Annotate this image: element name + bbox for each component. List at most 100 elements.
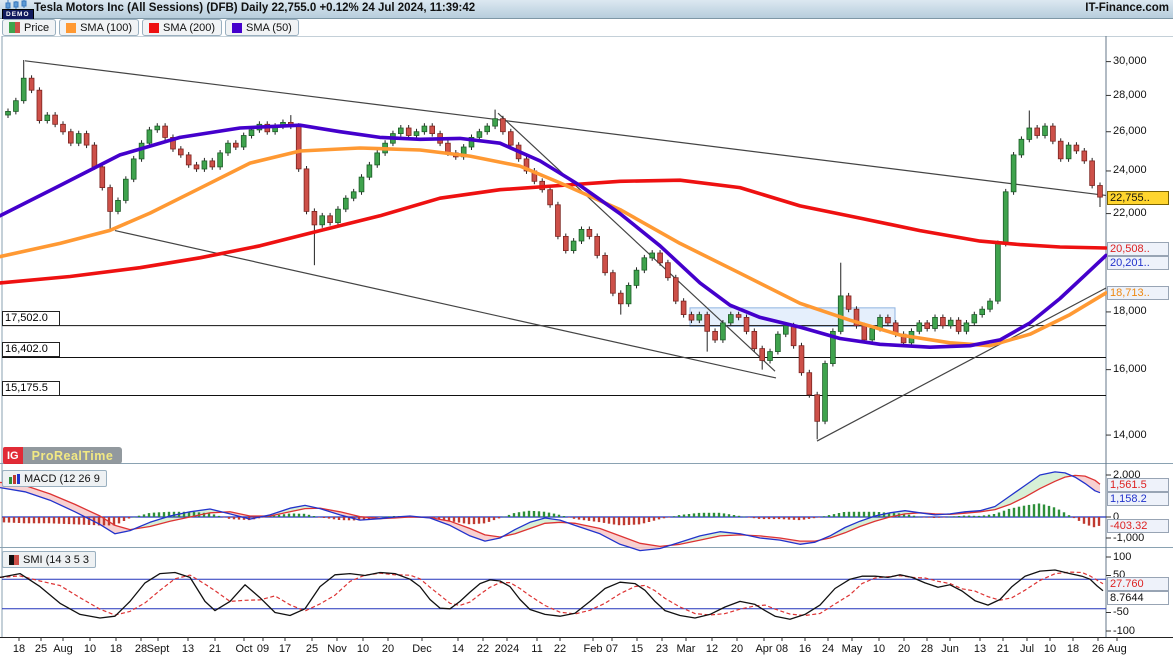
macd-value-label: 1,561.5 (1107, 477, 1169, 492)
price-axis-tick-label: 28,000 (1113, 88, 1147, 101)
macd-fill (748, 535, 820, 545)
x-axis-label: 17 (278, 643, 292, 655)
smi-axis-tick-label: 100 (1113, 550, 1132, 563)
x-axis-label: 22 (476, 643, 490, 655)
macd-value-label: 1,158.2 (1107, 491, 1169, 506)
x-axis-label: 2024 (494, 643, 520, 655)
price-axis-tick-label: 24,000 (1113, 164, 1147, 177)
x-axis-label: 10 (83, 643, 97, 655)
sma-line (0, 146, 1108, 348)
price-value-label: 18,713.. (1107, 286, 1169, 301)
price-icon (9, 22, 20, 33)
trendline (114, 229, 777, 379)
x-axis-label: 21 (996, 643, 1010, 655)
macd-signal-line (0, 474, 1101, 548)
smi-value-label: 27.760 (1107, 577, 1169, 592)
macd-axis-tick-label: 2,000 (1113, 468, 1141, 481)
x-axis-label: Oct (235, 643, 253, 655)
price-value-label: 20,201.. (1107, 255, 1169, 270)
legend-chip-sma200-label: SMA (200) (163, 21, 215, 34)
x-axis-label: Aug (53, 643, 73, 655)
x-axis-label: 13 (181, 643, 195, 655)
x-axis-label: 22 (553, 643, 567, 655)
x-axis-label: 21 (208, 643, 222, 655)
x-axis-label: 28 (134, 643, 148, 655)
candles-layer (5, 77, 1103, 422)
support-level-label-1: 16,402.0 (2, 342, 60, 358)
x-axis-label: 20 (381, 643, 395, 655)
x-axis-label: 10 (1043, 643, 1057, 655)
x-axis-label: 14 (451, 643, 465, 655)
x-axis-label: 16 (798, 643, 812, 655)
x-axis-label: 12 (705, 643, 719, 655)
price-axis-tick-label: 22,000 (1113, 207, 1147, 220)
x-axis-label: 20 (730, 643, 744, 655)
macd-indicator-chip[interactable]: MACD (12 26 9 (2, 470, 107, 487)
x-axis-label: 13 (973, 643, 987, 655)
support-level-label-0: 17,502.0 (2, 310, 60, 326)
x-axis-label: Nov (327, 643, 347, 655)
x-axis-label: 07 (605, 643, 619, 655)
legend-chip-sma50-label: SMA (50) (246, 21, 292, 34)
x-axis-label: 15 (630, 643, 644, 655)
x-axis-label: 09 (256, 643, 270, 655)
macd-fill (820, 510, 924, 541)
macd-line (0, 471, 1101, 552)
macd-indicator-label: MACD (12 26 9 (24, 472, 100, 485)
smi-axis-tick-label: -50 (1113, 606, 1129, 618)
prorealtime-logo-text: ProRealTime (22, 447, 123, 464)
trendline (24, 60, 1107, 197)
x-axis-label: 11 (531, 643, 543, 655)
price-axis-tick-label: 30,000 (1113, 55, 1147, 68)
x-axis-label: 10 (356, 643, 370, 655)
x-axis-label: 18 (109, 643, 123, 655)
x-axis-label: Mar (676, 643, 696, 655)
legend-chip-sma50[interactable]: SMA (50) (225, 19, 299, 36)
legend-row: Price SMA (100) SMA (200) SMA (50) (0, 19, 1173, 36)
trendline (816, 287, 1107, 442)
price-value-label: 20,508.. (1107, 241, 1169, 256)
smi-indicator-chip[interactable]: SMI (14 3 5 3 (2, 551, 97, 568)
chart-title: Tesla Motors Inc (All Sessions) (DFB) Da… (34, 2, 476, 14)
trendline (497, 112, 776, 372)
sma-line (0, 123, 1108, 349)
smi-indicator-label: SMI (14 3 5 3 (23, 553, 90, 566)
candle-wicks-layer (7, 60, 1101, 440)
x-axis-label: 18 (1066, 643, 1080, 655)
x-axis-label: Jul (1019, 643, 1035, 655)
x-axis-label: 20 (897, 643, 911, 655)
price-axis-tick-label: 18,000 (1113, 305, 1147, 318)
price-axis-tick-label: 26,000 (1113, 125, 1147, 138)
x-axis-label: Aug (1107, 643, 1127, 655)
x-axis-label: Jun (941, 643, 959, 655)
prorealtime-logo[interactable]: IG ProRealTime (3, 447, 123, 464)
brand-link[interactable]: IT-Finance.com (1085, 2, 1169, 14)
smi-axis-tick-label: -100 (1113, 624, 1136, 637)
sma200-swatch-icon (149, 22, 160, 33)
macd-fill (568, 522, 672, 551)
support-level-label-2: 15,175.5 (2, 380, 60, 396)
sma100-swatch-icon (66, 22, 77, 33)
smi-line (0, 569, 1104, 620)
x-axis-label: Apr (755, 643, 773, 655)
x-axis-label: Sept (146, 643, 170, 655)
price-value-label: 22,755.. (1107, 190, 1169, 205)
x-axis-label: 24 (821, 643, 835, 655)
legend-chip-sma100[interactable]: SMA (100) (59, 19, 140, 36)
title-bar: DEMO Tesla Motors Inc (All Sessions) (DF… (0, 0, 1173, 20)
smi-icon (9, 554, 19, 565)
legend-chip-sma200[interactable]: SMA (200) (142, 19, 222, 36)
legend-chip-price[interactable]: Price (2, 19, 57, 36)
macd-axis-tick-label: 0 (1113, 510, 1120, 523)
x-axis-label: 28 (920, 643, 934, 655)
x-axis-label: Dec (412, 643, 432, 655)
x-axis-label: 23 (655, 643, 669, 655)
macd-histogram-layer (2, 503, 1101, 528)
x-axis-label: 25 (34, 643, 48, 655)
macd-fill (948, 472, 1076, 515)
price-axis-tick-label: 14,000 (1113, 428, 1147, 441)
macd-value-label: -403.32 (1107, 518, 1169, 533)
sma-line (0, 178, 1108, 285)
